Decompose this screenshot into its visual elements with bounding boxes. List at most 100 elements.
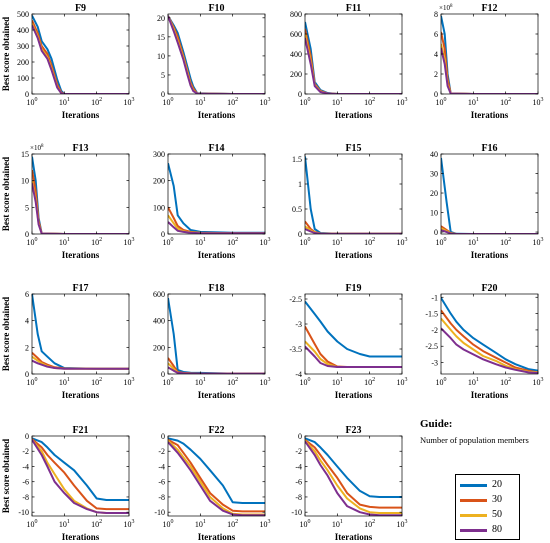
f19-xtick-label: 102 <box>364 377 375 387</box>
f20-title: F20 <box>481 283 497 294</box>
f9-xtick-label: 102 <box>91 97 102 107</box>
f9-xtick-label: 103 <box>124 97 135 107</box>
f11-title: F11 <box>346 3 362 14</box>
f19-xtick-label: 100 <box>300 377 311 387</box>
legend-entry-20: 20 <box>456 478 519 492</box>
f21-ytick-label: -10 <box>18 508 29 517</box>
f13-xtick-label: 103 <box>124 237 135 247</box>
f10-series-80 <box>168 15 265 94</box>
f22-ytick-label: 0 <box>161 432 165 441</box>
f12-ytick-label: 4 <box>434 50 438 59</box>
f11-series-20 <box>305 21 402 94</box>
f17-ytick-label: 2 <box>25 343 29 352</box>
f18-axes-box <box>167 293 266 375</box>
f17-title: F17 <box>72 283 88 294</box>
f23-xlabel: Iterations <box>335 532 373 542</box>
f23-ytick-label: -4 <box>295 462 302 471</box>
f18-series-80 <box>168 366 265 374</box>
f19-ytick-label: -4 <box>295 370 302 379</box>
f18-ytick-label: 600 <box>153 290 165 299</box>
f10-xlabel: Iterations <box>198 110 236 120</box>
legend-entry-30: 30 <box>456 493 519 507</box>
f15-xtick-label: 103 <box>397 237 408 247</box>
f23-ytick-label: -8 <box>295 493 302 502</box>
f15-series-20 <box>305 156 402 234</box>
f16-xlabel: Iterations <box>471 250 509 260</box>
f15-xtick-label: 100 <box>300 237 311 247</box>
f13-series-20 <box>32 156 129 234</box>
f16-ytick-label: 40 <box>430 150 438 159</box>
f21-axes-box <box>31 435 130 517</box>
f11-ytick-label: 200 <box>290 70 302 79</box>
f19-xlabel: Iterations <box>335 390 373 400</box>
f16-ytick-label: 30 <box>430 170 438 179</box>
f17-ylabel: Best score obtained <box>1 297 11 371</box>
f20-series-80 <box>441 327 538 374</box>
f21-xtick-label: 102 <box>91 519 102 529</box>
f23-series-20 <box>305 437 402 498</box>
f14-axes-box <box>167 153 266 235</box>
f12-xtick-label: 100 <box>436 97 447 107</box>
f18-ytick-label: 0 <box>161 370 165 379</box>
guide-block: Guide: Number of population members <box>420 418 548 445</box>
f9-xtick-label: 101 <box>59 97 70 107</box>
f16-ytick-label: 20 <box>430 189 438 198</box>
f13-title: F13 <box>72 143 88 154</box>
f21-xtick-label: 100 <box>27 519 38 529</box>
f21-ytick-label: -4 <box>22 462 29 471</box>
f19-xtick-label: 101 <box>332 377 343 387</box>
f22-ytick-label: -4 <box>158 462 165 471</box>
f13-xtick-label: 100 <box>27 237 38 247</box>
f11-xtick-label: 100 <box>300 97 311 107</box>
legend-label-80: 80 <box>492 524 502 535</box>
f17-ytick-label: 0 <box>25 370 29 379</box>
f22-ytick-label: -2 <box>158 447 165 456</box>
f12-series-20 <box>441 15 538 94</box>
f19-title: F19 <box>345 283 361 294</box>
f12-title: F12 <box>481 3 497 14</box>
f21-ytick-label: 0 <box>25 432 29 441</box>
f9-ytick-label: 300 <box>17 42 29 51</box>
f17-axes-box <box>31 293 130 375</box>
f20-ytick-label: -1 <box>431 293 438 302</box>
f18-xtick-label: 100 <box>163 377 174 387</box>
f13-xlabel: Iterations <box>62 250 100 260</box>
f16-ytick-label: 10 <box>430 209 438 218</box>
f23-series-80 <box>305 440 402 516</box>
legend: 20 30 50 80 <box>455 474 520 540</box>
f11-ytick-label: 600 <box>290 30 302 39</box>
f14-xtick-label: 102 <box>227 237 238 247</box>
f9-axes-box <box>31 13 130 95</box>
f10-ytick-label: 5 <box>161 71 165 80</box>
f22-series-30 <box>168 438 265 513</box>
f9-ylabel: Best score obtained <box>1 17 11 91</box>
f9-ytick-label: 200 <box>17 58 29 67</box>
f17-ytick-label: 4 <box>25 317 29 326</box>
f10-ytick-label: 10 <box>157 52 165 61</box>
f22-xtick-label: 103 <box>260 519 271 529</box>
f14-ytick-label: 0 <box>161 230 165 239</box>
f17-xtick-label: 103 <box>124 377 135 387</box>
f23-ytick-label: -10 <box>291 508 302 517</box>
f16-title: F16 <box>481 143 497 154</box>
f12-series-50 <box>441 43 538 94</box>
f21-series-20 <box>32 437 129 501</box>
f19-ytick-label: -3.5 <box>289 345 302 354</box>
f19-axes-box <box>304 293 403 375</box>
f23-xtick-label: 101 <box>332 519 343 529</box>
f23-xtick-label: 102 <box>364 519 375 529</box>
f20-ytick-label: -3 <box>431 359 438 368</box>
f22-ytick-label: -10 <box>154 508 165 517</box>
f12-series-80 <box>441 47 538 94</box>
f22-xtick-label: 101 <box>195 519 206 529</box>
f15-title: F15 <box>345 143 361 154</box>
legend-swatch-50 <box>460 514 487 517</box>
f22-title: F22 <box>208 425 224 436</box>
f12-series-30 <box>441 31 538 94</box>
f14-title: F14 <box>208 143 224 154</box>
f9-xlabel: Iterations <box>62 110 100 120</box>
f21-ytick-label: -8 <box>22 493 29 502</box>
f12-xtick-label: 101 <box>468 97 479 107</box>
f9-ytick-label: 100 <box>17 74 29 83</box>
f17-series-20 <box>32 294 129 370</box>
